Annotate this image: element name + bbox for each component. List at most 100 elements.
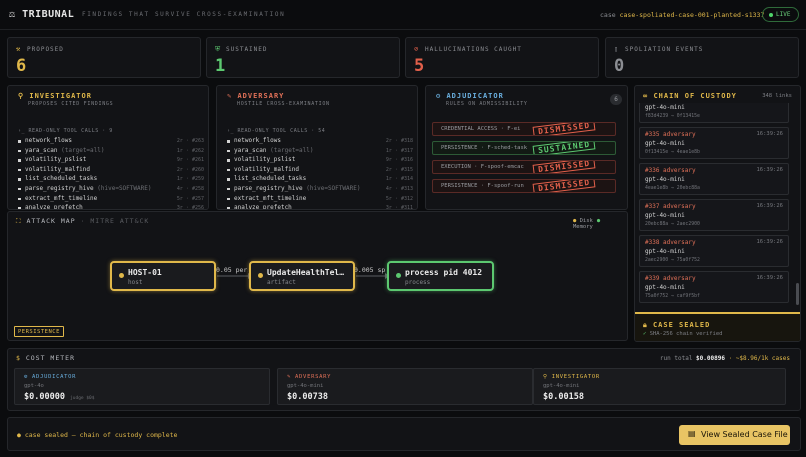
tool-call-row[interactable]: analyze_prefetch 3r · #311	[227, 204, 413, 210]
cost-model: gpt-4o-mini	[287, 383, 324, 389]
cost-value: $0.00000	[24, 392, 65, 402]
investigator-title: INVESTIGATOR	[29, 92, 92, 100]
sustained-stamp: SUSTAINED	[532, 142, 596, 154]
tool-name: extract_mft_timeline	[234, 194, 307, 202]
seal-status: ● case sealed — chain of custody complet…	[17, 431, 178, 439]
legend-dot-icon: ●	[596, 218, 601, 224]
custody-entry[interactable]: #336 adversary 16:39:26 gpt-4o-mini 4eae1e8…	[639, 163, 789, 195]
cost-value: $0.00738	[287, 392, 328, 402]
custody-list[interactable]: gpt-4o-mini f83d4239 → 0f13415e #335 adv…	[635, 103, 800, 311]
sealed-title: CASE SEALED	[652, 321, 711, 329]
cost-card-investigator: ⚲ INVESTIGATOR gpt-4o-mini $0.00158	[533, 368, 786, 405]
stat-value: 6	[16, 56, 27, 76]
tool-arg: (hive=SOFTWARE)	[306, 184, 361, 192]
gear-icon: ⚙	[24, 374, 33, 380]
run-total: run total $0.00896 · ~$8.96/1k cases	[659, 355, 790, 362]
tool-call-row[interactable]: extract_mft_timeline 5r · #257	[18, 195, 204, 205]
adjudicator-title: ADJUDICATOR	[446, 92, 504, 100]
dismissed-stamp: DISMISSED	[532, 161, 596, 173]
custody-entry[interactable]: gpt-4o-mini f83d4239 → 0f13415e	[639, 103, 789, 123]
ruling-row[interactable]: CREDENTIAL ACCESS · F-ei DISMISSED	[432, 122, 616, 136]
stat-label: SUSTAINED	[226, 46, 268, 53]
no-entry-icon: ⊘	[414, 45, 419, 53]
tool-call-row[interactable]: extract_mft_timeline 5r · #312	[227, 195, 413, 205]
stat-value: 0	[614, 56, 625, 76]
pen-icon: ✎	[227, 92, 233, 100]
gavel-icon: ⚒	[16, 45, 21, 53]
tool-call-row[interactable]: parse_registry_hive (hive=SOFTWARE) 4r · …	[227, 185, 413, 195]
tool-name: list_scheduled_tasks	[25, 175, 98, 183]
tool-meta: 2r · #263	[176, 138, 204, 144]
gear-icon: ⚙	[436, 92, 442, 100]
ruling-count: 6	[610, 94, 622, 105]
tool-name: volatility_malfind	[25, 165, 91, 173]
scrollbar[interactable]	[796, 283, 799, 305]
custody-entry[interactable]: #338 adversary 16:39:26 gpt-4o-mini 2aec290…	[639, 235, 789, 267]
ruling-label: PERSISTENCE · F-sched-task	[441, 145, 528, 151]
custody-entry[interactable]: #337 adversary 16:39:26 gpt-4o-mini 20ebc88…	[639, 199, 789, 231]
tool-meta: 1r · #314	[385, 176, 413, 183]
tool-call-row[interactable]: volatility_malfind 2r · #260	[18, 166, 204, 176]
ruling-row[interactable]: PERSISTENCE · F-sched-task SUSTAINED	[432, 141, 616, 155]
custody-entry[interactable]: #335 adversary 16:39:26 gpt-4o-mini 0f13415…	[639, 127, 789, 159]
tool-call-row[interactable]: list_scheduled_tasks 1r · #259	[18, 175, 204, 185]
custody-model: gpt-4o-mini	[645, 248, 685, 255]
tool-name: parse_registry_hive	[25, 184, 94, 192]
cost-model: gpt-4o-mini	[543, 383, 580, 389]
edge-label: 0.05 persi	[216, 266, 248, 274]
stat-card-proposed: ⚒ PROPOSED 6	[7, 37, 201, 78]
case-id: case case-spoliated-case-001-planted-s13…	[600, 11, 765, 19]
ruling-row[interactable]: EXECUTION · F-spoof-emcac DISMISSED	[432, 160, 616, 174]
tactic-badge: PERSISTENCE	[14, 326, 64, 337]
tool-call-row[interactable]: list_scheduled_tasks 1r · #314	[227, 175, 413, 185]
custody-entry[interactable]: #339 adversary 16:39:26 gpt-4o-mini 75a0f75…	[639, 271, 789, 303]
adversary-panel: ✎ ADVERSARY HOSTILE CROSS-EXAMINATION ›_…	[216, 85, 418, 210]
graph-node-artifact[interactable]: UpdateHealthTel… artifact	[249, 261, 355, 291]
chain-link-icon: ∞	[643, 92, 649, 100]
tool-call-row[interactable]: yara_scan (target=all) 1r · #262	[18, 147, 204, 157]
tool-meta: 9r · #316	[385, 157, 413, 164]
tool-call-row[interactable]: network_flows 2r · #263	[18, 137, 204, 147]
custody-time: 16:39:26	[756, 131, 784, 137]
ruling-label: PERSISTENCE · F-spoof-run	[441, 183, 524, 189]
custody-panel: ∞ CHAIN OF CUSTODY 348 links gpt-4o-mini…	[634, 85, 801, 342]
stat-label: PROPOSED	[27, 46, 64, 53]
tool-call-row[interactable]: volatility_malfind 2r · #315	[227, 166, 413, 176]
stat-value: 5	[414, 56, 425, 76]
cost-role: ADVERSARY	[295, 374, 332, 380]
adjudicator-subtitle: RULES ON ADMISSIBILITY	[446, 101, 528, 107]
tool-call-row[interactable]: volatility_pslist 9r · #316	[227, 156, 413, 166]
top-header: ⚖ TRIBUNAL FINDINGS THAT SURVIVE CROSS-E…	[0, 0, 806, 30]
tool-meta: 1r · #317	[385, 147, 413, 154]
stat-value: 1	[215, 56, 226, 76]
app-logo: ⚖ TRIBUNAL	[9, 9, 75, 20]
tool-arg: (hive=SOFTWARE)	[97, 184, 152, 192]
ruling-row[interactable]: PERSISTENCE · F-spoof-run DISMISSED	[432, 179, 616, 193]
tool-meta: 1r · #262	[176, 147, 204, 154]
view-sealed-case-button[interactable]: ▤ View Sealed Case File	[679, 425, 790, 445]
legend-label: Disk	[579, 218, 593, 224]
tool-name: analyze_prefetch	[234, 204, 292, 210]
custody-hash: 20ebc88a → 2aec2900	[645, 222, 700, 227]
tool-name: analyze_prefetch	[25, 204, 83, 210]
cost-note: judge $0$	[70, 396, 95, 401]
tool-call-row[interactable]: network_flows 2r · #318	[227, 137, 413, 147]
tool-meta: 4r · #258	[176, 185, 204, 192]
tool-call-row[interactable]: parse_registry_hive (hive=SOFTWARE) 4r · …	[18, 185, 204, 195]
cost-card-adversary: ✎ ADVERSARY gpt-4o-mini $0.00738	[277, 368, 533, 405]
tool-meta: 1r · #259	[176, 176, 204, 183]
tool-arg: (target=all)	[270, 146, 314, 154]
cost-card-adjudicator: ⚙ ADJUDICATOR gpt-4o $0.00000 judge $0$	[14, 368, 270, 405]
graph-node-host[interactable]: HOST-01 host	[110, 261, 216, 291]
tool-call-row[interactable]: analyze_prefetch 3r · #256	[18, 204, 204, 210]
tool-calls-label: ›_ READ-ONLY TOOL CALLS · 9	[18, 128, 113, 134]
custody-time: 16:39:26	[756, 239, 784, 245]
memory-dot-icon	[396, 273, 401, 278]
tool-name: yara_scan	[234, 146, 267, 154]
cost-title: COST METER	[25, 354, 75, 362]
tool-call-row[interactable]: yara_scan (target=all) 1r · #317	[227, 147, 413, 157]
document-icon: ▤	[688, 429, 696, 438]
tool-call-row[interactable]: volatility_pslist 9r · #261	[18, 156, 204, 166]
custody-role: #337 adversary	[645, 203, 696, 210]
graph-node-process[interactable]: process pid 4012 process	[387, 261, 494, 291]
